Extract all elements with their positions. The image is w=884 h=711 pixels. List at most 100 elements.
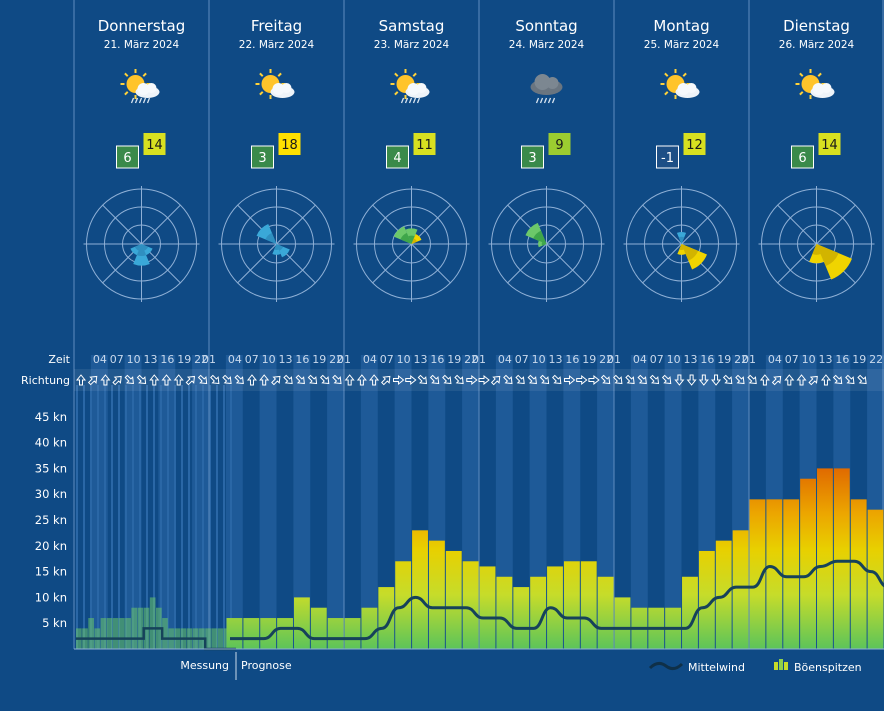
- sun-cloud-icon: [795, 69, 835, 99]
- hour-tick: 07: [245, 353, 259, 366]
- hour-tick: 07: [380, 353, 394, 366]
- measurement-hatch: [160, 385, 162, 649]
- hour-tick: 16: [835, 353, 849, 366]
- forecast-gust-bar: [800, 478, 817, 649]
- direction-arrow: [563, 374, 576, 386]
- direction-arrow: [429, 374, 440, 385]
- time-stripe: [495, 355, 513, 649]
- direction-arrow: [149, 374, 160, 386]
- rose-petal: [411, 238, 418, 244]
- forecast-gust-bar: [226, 618, 243, 649]
- wind-rose: [83, 186, 200, 302]
- hour-tick: 10: [802, 353, 816, 366]
- forecast-gust-bar: [817, 468, 833, 649]
- messung-label: Messung: [180, 659, 229, 672]
- hour-tick: 07: [110, 353, 124, 366]
- hour-tick: 22: [869, 353, 883, 366]
- chart-footer: Messung Prognose Mittelwind Böenspitzen: [74, 648, 884, 680]
- direction-arrow: [637, 374, 647, 385]
- hour-tick: 01: [742, 353, 756, 366]
- temp-min-value: 3: [258, 151, 266, 166]
- hour-tick: 22: [599, 353, 613, 366]
- forecast-gust-bar: [327, 618, 344, 649]
- temp-min-value: 3: [528, 151, 536, 166]
- hour-tick: 04: [498, 353, 512, 366]
- forecast-gust-bar: [445, 550, 462, 649]
- forecast-gust-bar: [766, 499, 783, 649]
- temp-max-box: [143, 133, 166, 155]
- direction-arrow: [845, 374, 855, 385]
- direction-arrow: [185, 375, 196, 386]
- wind-rose: [488, 186, 605, 302]
- direction-arrow: [210, 374, 220, 385]
- hour-tick: 16: [700, 353, 714, 366]
- y-tick-label: 20 kn: [35, 539, 67, 553]
- rose-petal: [408, 235, 415, 244]
- boeen-legend-icon: [774, 659, 788, 670]
- measurement-gust-bar: [119, 618, 125, 649]
- direction-arrow: [197, 374, 208, 385]
- direction-arrow: [100, 374, 111, 386]
- direction-arrow: [747, 374, 757, 385]
- day-date: 21. März 2024: [104, 39, 180, 51]
- temp-max-value: 11: [416, 138, 433, 153]
- day-date: 23. März 2024: [374, 39, 450, 51]
- time-stripe: [158, 355, 176, 649]
- hour-tick: 19: [177, 353, 191, 366]
- time-stripe: [90, 355, 108, 649]
- direction-arrow: [588, 374, 600, 386]
- wind-rose: [758, 186, 875, 302]
- rose-petal: [678, 236, 685, 244]
- forecast-gust-bar: [867, 509, 884, 649]
- hour-tick: 01: [202, 353, 216, 366]
- forecast-gust-bar: [277, 618, 293, 649]
- measurement-hatch: [209, 385, 211, 649]
- direction-arrow: [246, 374, 258, 386]
- mittelwind-legend-label: Mittelwind: [688, 661, 745, 674]
- direction-arrow: [466, 374, 478, 386]
- measurement-hatch: [181, 385, 183, 649]
- direction-arrow: [295, 374, 305, 385]
- measurement-hatch: [195, 385, 197, 649]
- forecast-gust-bar: [496, 576, 513, 649]
- forecast-gust-bar: [833, 468, 850, 649]
- hour-tick: 01: [607, 353, 621, 366]
- direction-arrow: [161, 374, 172, 386]
- time-stripe: [664, 355, 682, 649]
- sun-cloud-rain-icon: [120, 69, 160, 104]
- wind-roses: [83, 186, 875, 302]
- forecast-gust-bar: [361, 607, 378, 649]
- y-tick-label: 5 kn: [42, 616, 67, 630]
- hour-tick: 10: [667, 353, 681, 366]
- measurement-hatch: [97, 385, 99, 649]
- direction-arrow: [381, 375, 391, 386]
- wind-rose: [353, 186, 470, 302]
- temp-max-value: 9: [555, 138, 563, 153]
- measurement-gust-bar: [125, 618, 131, 649]
- rose-petal: [141, 244, 149, 251]
- forecast-gust-bar: [260, 618, 277, 649]
- direction-arrow: [771, 375, 782, 386]
- time-stripe: [225, 355, 243, 649]
- measurement-gust-bar: [211, 628, 218, 649]
- time-stripe: [259, 355, 277, 649]
- forecast-mean-line: [230, 559, 884, 641]
- measurement-gust-bar: [205, 628, 211, 649]
- forecast-gust-bar: [310, 607, 327, 649]
- forecast-gust-bar: [462, 561, 479, 649]
- rose-petal: [679, 244, 684, 250]
- time-stripe: [529, 355, 547, 649]
- measurement-hatch: [118, 385, 120, 649]
- direction-arrow: [539, 374, 550, 385]
- measurement-hatch: [230, 385, 232, 649]
- wind-rose: [623, 186, 740, 302]
- forecast-gust-bar: [580, 561, 597, 649]
- day-name: Freitag: [251, 17, 302, 35]
- day-columns: Donnerstag 21. März 2024 6 14 Freitag 22. Mär…: [73, 0, 884, 649]
- forecast-gust-bar: [783, 499, 800, 649]
- measurement-hatch: [83, 385, 85, 649]
- dark-cloud-rain-icon: [530, 74, 563, 104]
- measurement-hatch: [76, 385, 78, 649]
- day-date: 26. März 2024: [779, 39, 855, 51]
- hour-tick: 16: [160, 353, 174, 366]
